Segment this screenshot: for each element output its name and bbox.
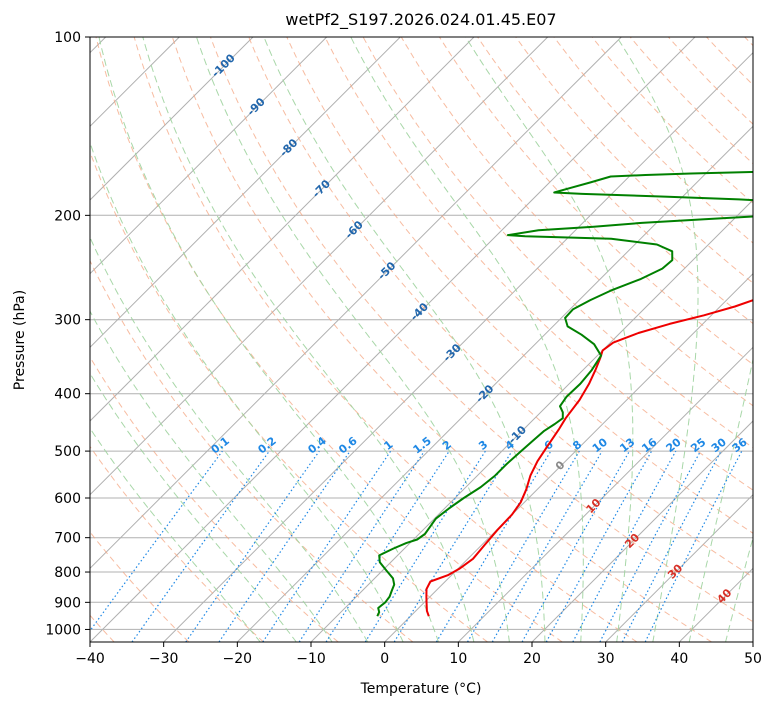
- dry-adiabat-line: [324, 37, 753, 491]
- isotherm-line: [90, 37, 622, 570]
- mixing-ratio-line: [644, 450, 743, 642]
- x-axis-label: Temperature (°C): [360, 681, 482, 697]
- isotherm-line: [236, 125, 753, 642]
- axes: −40 −30 −20 −10 0 10 20 30 40 50 100 200 300 400 500 60…: [45, 30, 762, 667]
- x-tick-label: 0: [380, 651, 389, 667]
- x-tick-label: −30: [149, 651, 179, 667]
- mixing-ratio-line: [393, 450, 513, 642]
- isotherm-line: [90, 37, 475, 422]
- temperature-profile-line: [425, 299, 753, 617]
- dry-adiabat-line: [591, 37, 753, 204]
- moist-adiabat-line: [142, 37, 475, 642]
- moist-adiabat-line: [90, 427, 261, 642]
- isotherm-line: [163, 51, 753, 642]
- y-axis-label: Pressure (hPa): [12, 290, 28, 390]
- dry-adiabat-line: [171, 37, 712, 642]
- mixing-ratio-line: [262, 450, 392, 642]
- isotherm-line: [90, 37, 254, 201]
- isotherm-line: [90, 37, 549, 496]
- isotherm-line: [605, 493, 753, 642]
- dry-adiabat-line: [629, 37, 753, 165]
- y-tick-label: 400: [54, 387, 81, 403]
- dry-adiabat-line: [400, 37, 753, 407]
- dry-adiabat-line: [133, 37, 638, 642]
- x-tick-label: −20: [223, 651, 253, 667]
- mixing-ratio-line: [185, 450, 320, 642]
- mixing-ratio-line: [325, 450, 450, 642]
- isotherm-line: [384, 272, 753, 642]
- x-tick-label: 30: [597, 651, 615, 667]
- mixing-ratio-line: [90, 450, 223, 632]
- x-tick-label: 50: [744, 651, 762, 667]
- moist-adiabat-line: [90, 141, 404, 642]
- mixing-ratio-line: [298, 450, 425, 642]
- moist-adiabat-line: [263, 37, 546, 642]
- mixing-ratio-line: [545, 450, 653, 642]
- x-tick-label: −40: [75, 651, 105, 667]
- y-tick-label: 600: [54, 491, 81, 507]
- isotherm-line: [457, 346, 753, 642]
- mixing-ratio-line: [521, 450, 631, 642]
- moist-adiabat-line: [90, 236, 369, 642]
- plot-frame: [89, 36, 754, 643]
- moist-adiabat-line: [196, 37, 510, 642]
- y-tick-label: 1000: [45, 622, 81, 638]
- isotherm-line: [90, 37, 696, 642]
- dry-adiabat-line: [210, 37, 753, 623]
- dewpoint-profile-line: [376, 170, 753, 617]
- moist-adiabat-line: [616, 37, 699, 642]
- chart-title: wetPf2_S197.2026.024.01.45.E07: [285, 10, 556, 30]
- y-tick-label: 900: [54, 595, 81, 611]
- moist-adiabat-line: [98, 37, 439, 642]
- dry-adiabat-line: [90, 445, 264, 642]
- y-tick-label: 100: [54, 30, 81, 46]
- x-tick-label: 10: [449, 651, 467, 667]
- mixing-ratio-line: [572, 450, 677, 642]
- y-tick-label: 200: [54, 208, 81, 224]
- y-tick-label: 700: [54, 531, 81, 547]
- dry-adiabat-line: [477, 37, 753, 325]
- isotherm-line: [90, 37, 328, 275]
- y-tick-label: 500: [54, 444, 81, 460]
- isotherm-line: [531, 420, 753, 642]
- x-tick-label: 20: [523, 651, 541, 667]
- dry-adiabat-line: [362, 37, 753, 449]
- dry-adiabat-line: [515, 37, 753, 284]
- isotherm-line: [90, 37, 401, 349]
- y-tick-label: 300: [54, 313, 81, 329]
- moist-adiabat-line: [688, 357, 753, 642]
- moist-adiabat-line: [90, 372, 297, 642]
- y-tick-label: 800: [54, 565, 81, 581]
- moist-adiabat-line: [350, 37, 584, 642]
- x-tick-label: −10: [296, 651, 326, 667]
- dry-adiabat-line: [248, 37, 753, 578]
- mixing-ratio-line: [218, 450, 351, 642]
- mixing-ratio-line: [131, 450, 270, 642]
- x-tick-label: 40: [670, 651, 688, 667]
